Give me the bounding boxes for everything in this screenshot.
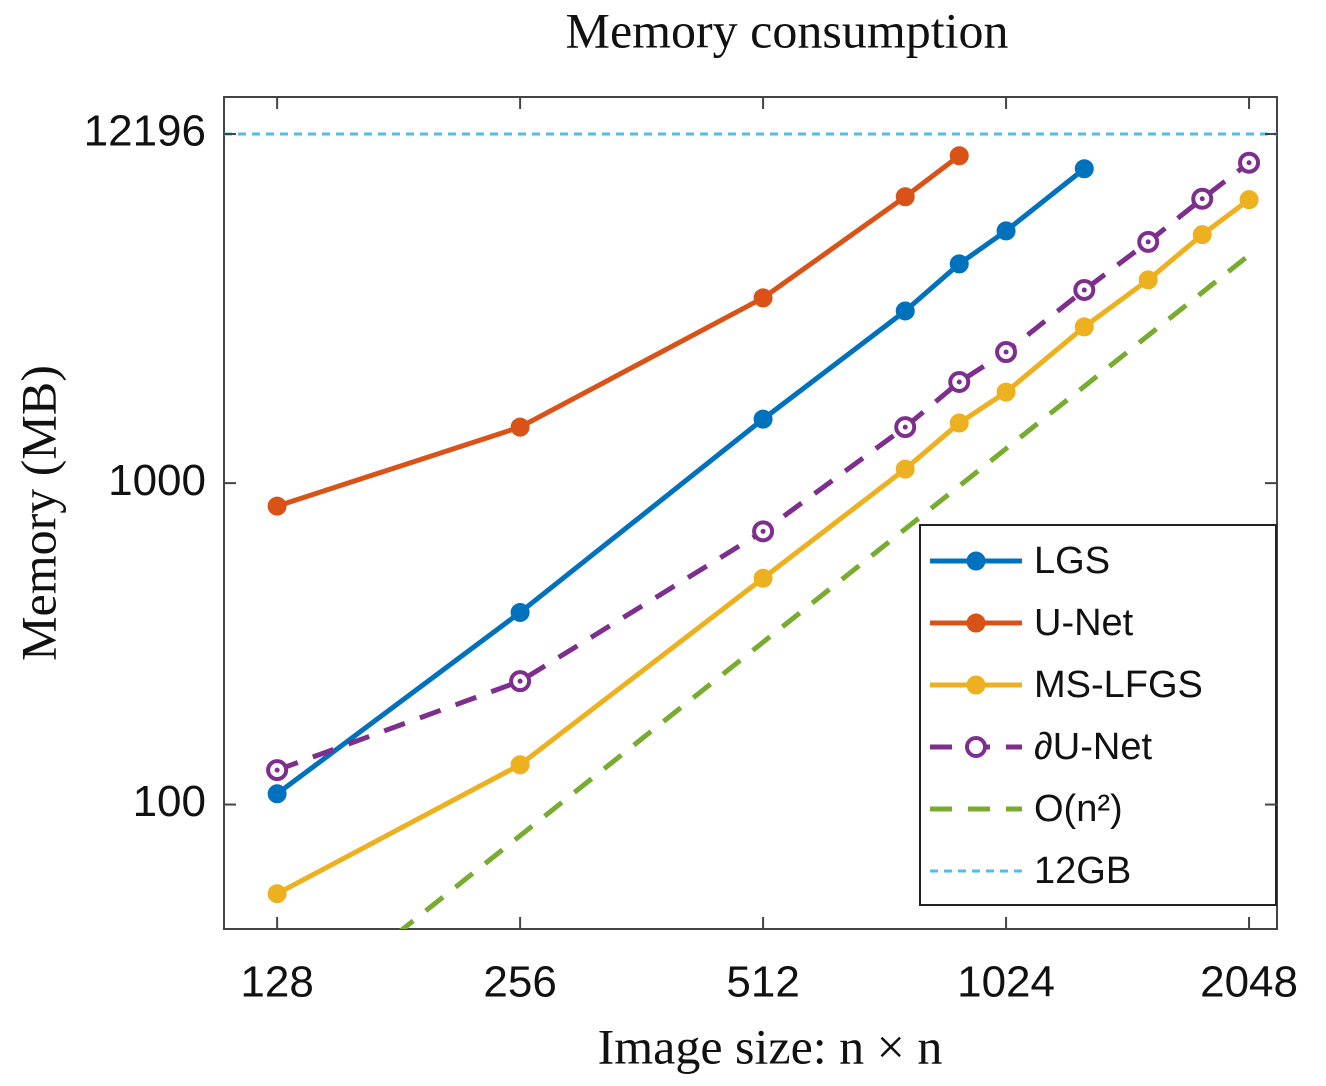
y-tick-label: 100 xyxy=(133,777,206,826)
series-line xyxy=(276,160,1251,773)
chart-title: Memory consumption xyxy=(565,2,1008,58)
series-line xyxy=(398,253,1251,929)
marker xyxy=(1239,190,1259,210)
legend-marker xyxy=(966,613,986,633)
x-axis-label: Image size: n × n xyxy=(598,1018,943,1074)
y-tick-label: 1000 xyxy=(108,456,206,505)
marker xyxy=(949,413,969,433)
marker xyxy=(1074,317,1094,337)
legend-label: MS-LFGS xyxy=(1034,664,1203,706)
legend-label: U-Net xyxy=(1034,602,1134,644)
marker xyxy=(753,288,773,308)
marker xyxy=(895,187,915,207)
marker xyxy=(895,459,915,479)
marker xyxy=(753,409,773,429)
marker xyxy=(996,221,1016,241)
y-tick-label: 12196 xyxy=(84,107,206,156)
x-tick-label: 128 xyxy=(240,958,313,1007)
x-tick-label: 2048 xyxy=(1200,958,1298,1007)
marker xyxy=(510,755,530,775)
marker xyxy=(949,146,969,166)
marker-dot xyxy=(760,528,766,534)
marker-dot xyxy=(274,767,280,773)
legend-label: LGS xyxy=(1034,540,1110,582)
marker xyxy=(267,884,287,904)
marker xyxy=(753,568,773,588)
legend-label: O(n²) xyxy=(1034,788,1123,830)
marker xyxy=(1074,159,1094,179)
marker xyxy=(996,382,1016,402)
legend-label: 12GB xyxy=(1034,850,1131,892)
marker-dot xyxy=(1081,287,1087,293)
marker xyxy=(1138,270,1158,290)
marker-dot xyxy=(956,379,962,385)
marker-dot xyxy=(1199,196,1205,202)
legend-label: ∂U-Net xyxy=(1034,726,1152,768)
marker-dot xyxy=(902,424,908,430)
marker xyxy=(267,784,287,804)
x-tick-label: 1024 xyxy=(957,958,1055,1007)
marker xyxy=(510,417,530,437)
x-tick-label: 512 xyxy=(726,958,799,1007)
marker xyxy=(895,301,915,321)
marker-dot xyxy=(1145,239,1151,245)
marker xyxy=(1192,225,1212,245)
legend-marker xyxy=(966,551,986,571)
legend-marker xyxy=(965,736,987,758)
marker xyxy=(267,496,287,516)
plot xyxy=(224,132,1277,929)
marker xyxy=(949,254,969,274)
marker-dot xyxy=(517,678,523,684)
series-line xyxy=(275,197,1251,896)
marker xyxy=(510,602,530,622)
marker-dot xyxy=(1246,160,1252,166)
x-tick-label: 256 xyxy=(483,958,556,1007)
legend-marker xyxy=(966,675,986,695)
marker-dot xyxy=(1003,349,1009,355)
y-axis-label: Memory (MB) xyxy=(10,365,66,661)
legend xyxy=(919,524,1277,906)
